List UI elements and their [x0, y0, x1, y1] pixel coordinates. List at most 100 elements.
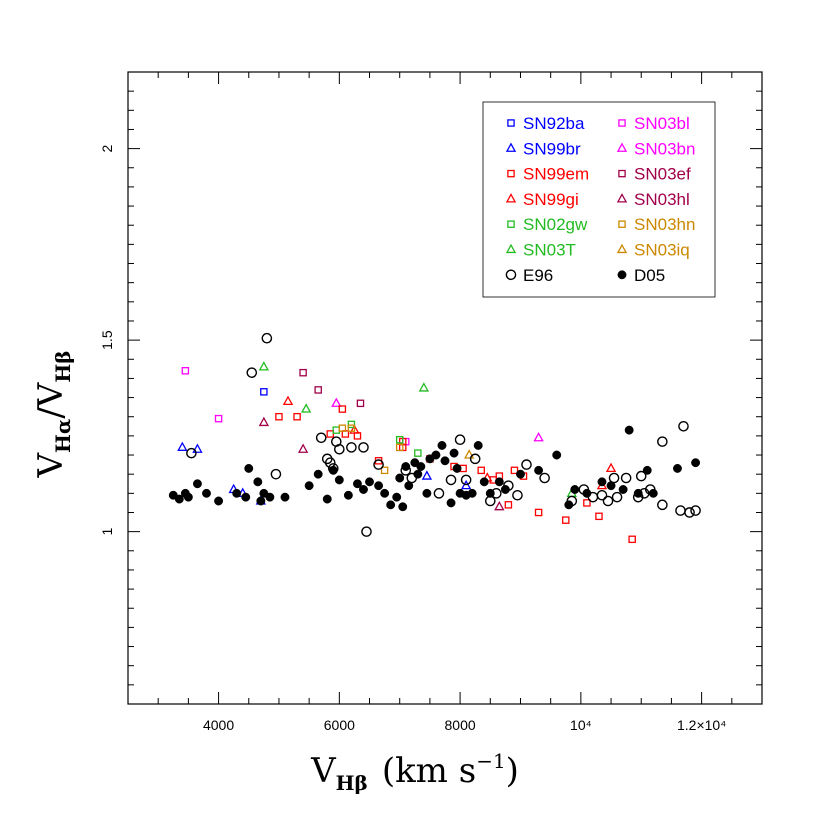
series-sn03hn — [338, 424, 404, 475]
data-point — [494, 477, 504, 487]
data-point — [690, 505, 701, 516]
plot-frame — [127, 71, 763, 705]
data-point — [328, 465, 338, 475]
legend-label: SN02gw — [523, 215, 588, 234]
data-point — [504, 501, 513, 509]
x-axis-title-units: (km s — [382, 751, 476, 791]
data-point — [595, 512, 603, 521]
series-sn03iq — [463, 449, 475, 459]
x-axis-title: VHβ (km s−1) — [310, 749, 519, 795]
data-point — [313, 469, 323, 479]
legend-label: SN03hn — [634, 215, 695, 234]
data-point — [583, 499, 591, 507]
data-point — [602, 495, 614, 507]
data-point — [452, 463, 462, 473]
data-point — [270, 468, 282, 480]
data-point — [373, 459, 384, 470]
data-point — [485, 488, 495, 498]
data-point — [246, 367, 258, 378]
data-point — [673, 463, 682, 473]
data-point — [512, 489, 523, 501]
y-tick-label: 1 — [99, 528, 115, 536]
data-point — [454, 434, 466, 446]
legend-marker — [617, 270, 627, 280]
data-point — [374, 481, 384, 491]
data-point — [460, 474, 472, 486]
data-point — [413, 469, 423, 479]
data-point — [446, 498, 456, 508]
y-tick-label: 1.5 — [99, 330, 115, 350]
legend-marker — [616, 193, 628, 203]
data-point — [463, 449, 475, 459]
data-point — [202, 488, 211, 498]
data-point — [398, 502, 408, 512]
legend-box — [482, 101, 716, 298]
data-point — [421, 470, 433, 480]
series-sn03bl — [181, 367, 410, 446]
data-point — [304, 481, 314, 491]
legend-marker — [618, 220, 626, 228]
data-point — [395, 473, 405, 483]
legend-label: SN92ba — [523, 114, 585, 133]
y-axis-title-den: V — [31, 381, 71, 408]
data-point — [605, 462, 617, 473]
data-point — [539, 472, 550, 484]
data-point — [265, 492, 275, 502]
legend-marker — [616, 142, 628, 152]
data-point — [347, 424, 356, 432]
data-point — [691, 458, 701, 468]
data-point — [467, 488, 477, 498]
legend-label: SN99gi — [523, 190, 579, 209]
series-sn92ba — [260, 388, 268, 396]
data-point — [258, 361, 270, 371]
legend-marker — [616, 243, 628, 254]
x-tick-label: 1.2×10⁴ — [677, 717, 726, 733]
data-point — [315, 432, 327, 444]
data-point — [241, 492, 251, 502]
data-point — [314, 386, 322, 394]
x-axis-title-close: ) — [506, 751, 519, 791]
data-point — [510, 466, 519, 475]
legend-label: SN99br — [523, 139, 581, 158]
x-axis-title-sub: Hβ — [336, 771, 368, 795]
data-point — [620, 472, 632, 484]
data-point — [618, 485, 628, 494]
data-point — [479, 477, 489, 487]
data-point — [334, 443, 345, 455]
data-point — [401, 462, 411, 471]
data-point — [299, 368, 307, 377]
legend-label: E96 — [523, 266, 553, 285]
data-point — [418, 382, 430, 392]
legend-marker — [505, 142, 517, 152]
data-point — [657, 436, 668, 447]
data-point — [322, 494, 332, 504]
data-point — [380, 466, 389, 475]
series-sn03bn — [331, 397, 544, 442]
data-point — [469, 453, 481, 465]
data-point — [174, 494, 184, 504]
data-point — [477, 466, 485, 475]
data-point — [326, 430, 335, 438]
y-axis-title-num: V — [31, 452, 71, 479]
legend-marker — [507, 220, 515, 228]
data-point — [445, 474, 457, 486]
data-point — [449, 448, 459, 458]
legend-marker — [505, 243, 517, 254]
legend-label: SN03iq — [634, 241, 690, 260]
data-point — [232, 488, 242, 498]
data-point — [570, 485, 580, 494]
data-point — [657, 499, 668, 511]
series-sn03hl — [258, 416, 505, 511]
data-point — [352, 479, 362, 489]
data-point — [361, 526, 372, 537]
data-point — [338, 424, 347, 432]
data-point — [395, 435, 404, 444]
x-axis-title-main: V — [310, 751, 337, 791]
data-point — [256, 496, 266, 506]
y-tick-label: 2 — [99, 145, 115, 153]
legend-marker — [507, 119, 515, 127]
data-point — [395, 443, 404, 452]
data-point — [633, 488, 643, 498]
data-point — [177, 441, 188, 451]
data-point — [648, 488, 658, 498]
